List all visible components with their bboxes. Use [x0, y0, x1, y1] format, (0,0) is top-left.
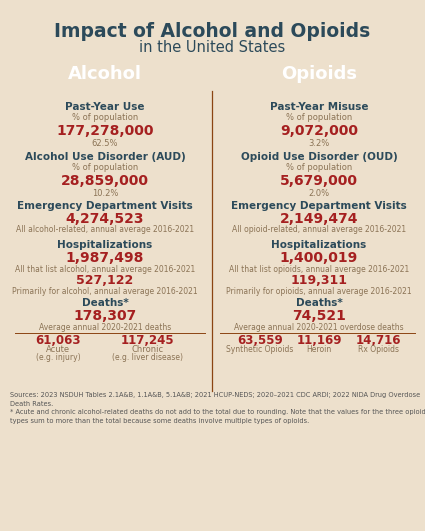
- Text: Deaths*: Deaths*: [82, 298, 128, 308]
- Text: Average annual 2020-2021 deaths: Average annual 2020-2021 deaths: [39, 322, 171, 331]
- Text: 11,169: 11,169: [296, 335, 342, 347]
- Text: Rx Opioids: Rx Opioids: [357, 346, 399, 355]
- Text: Alcohol: Alcohol: [68, 65, 142, 83]
- Text: 10.2%: 10.2%: [92, 189, 118, 198]
- Text: 14,716: 14,716: [355, 335, 401, 347]
- Text: % of population: % of population: [72, 114, 138, 123]
- Text: Emergency Department Visits: Emergency Department Visits: [231, 201, 407, 211]
- Text: Chronic: Chronic: [132, 346, 164, 355]
- Text: Hospitalizations: Hospitalizations: [272, 240, 367, 250]
- Text: All that list opioids, annual average 2016-2021: All that list opioids, annual average 20…: [229, 264, 409, 273]
- Text: 4,274,523: 4,274,523: [66, 212, 144, 226]
- Text: Deaths*: Deaths*: [296, 298, 343, 308]
- Text: Impact of Alcohol and Opioids: Impact of Alcohol and Opioids: [54, 21, 370, 40]
- Text: 117,245: 117,245: [121, 335, 175, 347]
- Text: % of population: % of population: [286, 114, 352, 123]
- Text: Hospitalizations: Hospitalizations: [57, 240, 153, 250]
- Text: Opioids: Opioids: [281, 65, 357, 83]
- Text: in the United States: in the United States: [139, 39, 285, 55]
- Text: 1,987,498: 1,987,498: [66, 251, 144, 265]
- Text: 63,559: 63,559: [237, 335, 283, 347]
- Text: 119,311: 119,311: [291, 275, 348, 287]
- Text: 62.5%: 62.5%: [92, 139, 118, 148]
- Text: * Acute and chronic alcohol-related deaths do not add to the total due to roundi: * Acute and chronic alcohol-related deat…: [10, 409, 425, 415]
- Text: Acute: Acute: [46, 346, 70, 355]
- Text: Primarily for alcohol, annual average 2016-2021: Primarily for alcohol, annual average 20…: [12, 287, 198, 296]
- Text: 177,278,000: 177,278,000: [56, 124, 154, 138]
- Text: 2.0%: 2.0%: [309, 189, 329, 198]
- Text: 74,521: 74,521: [292, 309, 346, 323]
- Text: types sum to more than the total because some deaths involve multiple types of o: types sum to more than the total because…: [10, 417, 309, 424]
- Text: Average annual 2020-2021 overdose deaths: Average annual 2020-2021 overdose deaths: [234, 322, 404, 331]
- Text: 61,063: 61,063: [35, 335, 81, 347]
- Text: (e.g. liver disease): (e.g. liver disease): [113, 354, 184, 363]
- Text: All alcohol-related, annual average 2016-2021: All alcohol-related, annual average 2016…: [16, 226, 194, 235]
- Text: 28,859,000: 28,859,000: [61, 174, 149, 188]
- Text: 3.2%: 3.2%: [309, 139, 330, 148]
- Text: Emergency Department Visits: Emergency Department Visits: [17, 201, 193, 211]
- Text: 2,149,474: 2,149,474: [280, 212, 358, 226]
- Text: Heroin: Heroin: [306, 346, 332, 355]
- Text: % of population: % of population: [286, 164, 352, 173]
- Text: All that list alcohol, annual average 2016-2021: All that list alcohol, annual average 20…: [15, 264, 195, 273]
- Text: Death Rates.: Death Rates.: [10, 400, 53, 407]
- Text: Synthetic Opioids: Synthetic Opioids: [226, 346, 294, 355]
- Text: 1,400,019: 1,400,019: [280, 251, 358, 265]
- Text: 527,122: 527,122: [76, 275, 133, 287]
- Text: Primarily for opioids, annual average 2016-2021: Primarily for opioids, annual average 20…: [226, 287, 412, 296]
- Text: (e.g. injury): (e.g. injury): [36, 354, 80, 363]
- Text: Past-Year Misuse: Past-Year Misuse: [270, 102, 368, 112]
- Text: 9,072,000: 9,072,000: [280, 124, 358, 138]
- Text: Opioid Use Disorder (OUD): Opioid Use Disorder (OUD): [241, 152, 397, 162]
- Text: Alcohol Use Disorder (AUD): Alcohol Use Disorder (AUD): [25, 152, 185, 162]
- Text: 178,307: 178,307: [74, 309, 136, 323]
- Text: Past-Year Use: Past-Year Use: [65, 102, 145, 112]
- Text: Sources: 2023 NSDUH Tables 2.1A&B, 1.1A&B, 5.1A&B; 2021 HCUP-NEDS; 2020–2021 CDC: Sources: 2023 NSDUH Tables 2.1A&B, 1.1A&…: [10, 392, 420, 398]
- Text: % of population: % of population: [72, 164, 138, 173]
- Text: 5,679,000: 5,679,000: [280, 174, 358, 188]
- Text: All opioid-related, annual average 2016-2021: All opioid-related, annual average 2016-…: [232, 226, 406, 235]
